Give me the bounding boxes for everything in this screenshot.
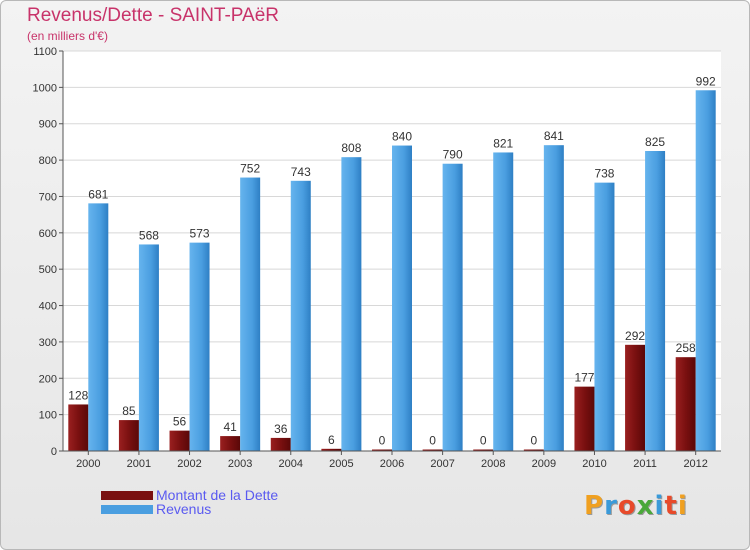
legend-label-debt: Montant de la Dette: [156, 487, 279, 503]
data-label-debt: 292: [625, 329, 645, 343]
data-label-revenus: 808: [341, 141, 361, 155]
bar-debt: [574, 386, 595, 451]
data-label-debt: 0: [429, 434, 436, 448]
data-label-revenus: 825: [645, 135, 665, 149]
y-tick-label: 800: [39, 155, 57, 167]
y-tick-label: 100: [39, 410, 57, 422]
x-tick-label: 2005: [329, 458, 353, 470]
data-label-revenus: 681: [88, 187, 108, 201]
data-label-debt: 56: [173, 415, 187, 429]
logo-letter: t: [664, 491, 678, 521]
logo-letter: x: [636, 491, 655, 521]
data-label-revenus: 992: [696, 74, 716, 88]
data-label-revenus: 752: [240, 162, 260, 176]
x-tick-label: 2007: [430, 458, 454, 470]
y-tick-label: 500: [39, 264, 57, 276]
legend-label-revenus: Revenus: [156, 501, 212, 517]
data-label-revenus: 841: [544, 129, 564, 143]
bar-debt: [473, 449, 494, 451]
data-label-debt: 6: [328, 433, 335, 447]
bar-debt: [372, 449, 392, 451]
bar-revenus: [88, 203, 109, 451]
bar-debt: [68, 404, 89, 451]
bar-debt: [169, 430, 190, 451]
legend-swatch-revenus: [101, 505, 153, 514]
data-label-debt: 36: [274, 422, 288, 436]
data-label-debt: 0: [379, 434, 386, 448]
bar-revenus: [594, 182, 615, 452]
y-tick-label: 1000: [33, 82, 57, 94]
bar-debt: [675, 357, 696, 451]
bar-debt: [422, 449, 443, 451]
x-tick-label: 2001: [127, 458, 151, 470]
x-tick-label: 2000: [76, 458, 100, 470]
x-tick-label: 2012: [683, 458, 707, 470]
bar-revenus: [290, 180, 311, 451]
bar-revenus: [695, 90, 716, 451]
y-tick-label: 700: [39, 191, 57, 203]
data-label-debt: 85: [122, 404, 136, 418]
data-label-revenus: 790: [443, 148, 463, 162]
bar-revenus: [442, 163, 463, 451]
bar-revenus: [240, 177, 261, 451]
data-label-revenus: 840: [392, 130, 412, 144]
data-label-revenus: 821: [493, 136, 513, 150]
data-label-debt: 41: [223, 420, 237, 434]
logo-letter: P: [584, 491, 605, 521]
logo-letter: i: [654, 491, 665, 521]
bar-debt: [220, 436, 241, 451]
data-label-revenus: 568: [139, 228, 159, 242]
y-tick-label: 600: [39, 228, 57, 240]
y-tick-label: 900: [39, 119, 57, 131]
x-tick-label: 2004: [279, 458, 303, 470]
x-tick-label: 2002: [177, 458, 201, 470]
bar-debt: [270, 437, 291, 451]
data-label-debt: 0: [531, 434, 538, 448]
data-label-revenus: 573: [190, 227, 210, 241]
bar-revenus: [189, 242, 210, 451]
bar-revenus: [645, 151, 666, 451]
x-tick-label: 2009: [532, 458, 556, 470]
y-tick-label: 400: [39, 301, 57, 313]
x-tick-label: 2010: [582, 458, 606, 470]
y-tick-label: 300: [39, 337, 57, 349]
bar-debt: [523, 449, 544, 451]
bar-debt: [625, 344, 646, 451]
bar-debt: [118, 420, 139, 451]
logo-letter: r: [604, 491, 618, 521]
legend-swatch-debt: [101, 491, 153, 500]
bar-revenus: [138, 244, 159, 451]
bar-revenus: [543, 145, 564, 451]
data-label-revenus: 738: [594, 167, 614, 181]
y-tick-label: 1100: [33, 46, 57, 58]
y-tick-label: 0: [51, 446, 57, 458]
bar-debt: [321, 448, 342, 451]
bar-revenus: [392, 145, 412, 451]
chart-title: Revenus/Dette - SAINT-PAëR: [27, 5, 280, 26]
data-label-debt: 0: [480, 434, 487, 448]
bar-revenus: [493, 152, 514, 452]
data-label-revenus: 743: [291, 165, 311, 179]
data-label-debt: 177: [574, 371, 594, 385]
chart-subtitle: (en milliers d'€): [27, 29, 108, 43]
x-tick-label: 2006: [380, 458, 404, 470]
x-tick-label: 2008: [481, 458, 505, 470]
x-tick-label: 2011: [633, 458, 657, 470]
logo-letter: o: [617, 491, 637, 521]
proxiti-logo: Proxiti: [584, 491, 688, 521]
bar-revenus: [341, 157, 362, 451]
y-tick-label: 200: [39, 373, 57, 385]
data-label-debt: 128: [68, 388, 88, 402]
data-label-debt: 258: [676, 341, 696, 355]
x-tick-label: 2003: [228, 458, 252, 470]
logo-letter: i: [677, 491, 688, 521]
